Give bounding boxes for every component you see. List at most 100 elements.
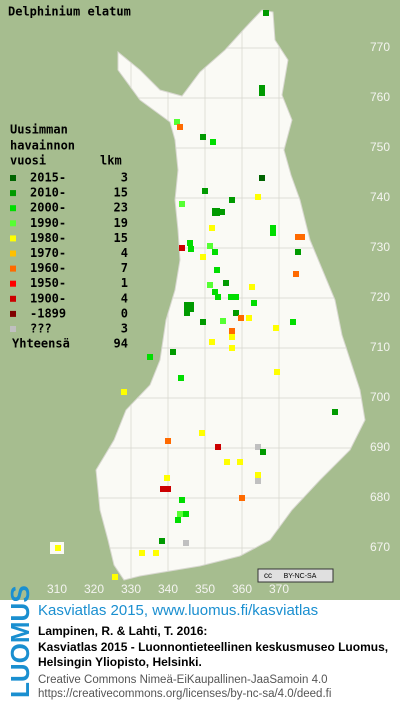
occurrence: [179, 497, 185, 503]
occurrence: [237, 459, 243, 465]
y-tick-label: 690: [370, 440, 390, 454]
legend-swatch: [10, 250, 16, 257]
occurrence: [159, 538, 165, 544]
occurrence: [175, 517, 181, 523]
legend-swatch: [10, 190, 16, 197]
legend-label: 1950-: [30, 276, 66, 290]
legend-count: 15: [114, 231, 128, 245]
logo: LUOMUS: [5, 585, 35, 698]
occurrence: [209, 339, 215, 345]
legend-swatch: [10, 310, 16, 317]
legend-label: 2000-: [30, 201, 66, 215]
legend-count: 3: [121, 171, 128, 185]
occurrence: [160, 486, 166, 492]
occurrence: [200, 319, 206, 325]
occurrence: [299, 234, 305, 240]
occurrence: [224, 459, 230, 465]
occurrence: [209, 225, 215, 231]
occurrence: [55, 545, 61, 551]
citation: Helsingin Yliopisto, Helsinki.: [38, 655, 202, 669]
legend-count: 3: [121, 322, 128, 336]
occurrence: [202, 188, 208, 194]
x-tick-label: 360: [232, 582, 252, 596]
y-tick-label: 720: [370, 290, 390, 304]
occurrence: [112, 574, 118, 580]
occurrence: [238, 315, 244, 321]
occurrence: [210, 139, 216, 145]
y-tick-label: 760: [370, 90, 390, 104]
legend-heading: Uusimman: [10, 123, 68, 137]
y-tick-label: 770: [370, 40, 390, 54]
y-tick-label: 700: [370, 390, 390, 404]
occurrence: [200, 134, 206, 140]
legend-count: 19: [114, 216, 128, 230]
occurrence: [295, 249, 301, 255]
legend-swatch: [10, 265, 16, 272]
legend-count: 7: [121, 261, 128, 275]
x-tick-label: 330: [121, 582, 141, 596]
legend-swatch: [10, 326, 16, 332]
occurrence: [259, 90, 265, 96]
occurrence: [139, 550, 145, 556]
legend-swatch: [10, 175, 16, 181]
occurrence: [259, 85, 265, 91]
occurrence: [251, 300, 257, 306]
legend-swatch: [10, 205, 16, 212]
occurrence: [215, 444, 221, 450]
occurrence: [214, 267, 220, 273]
x-tick-label: 350: [195, 582, 215, 596]
occurrence: [263, 10, 269, 16]
occurrence: [274, 369, 280, 375]
y-tick-label: 680: [370, 490, 390, 504]
occurrence: [220, 318, 226, 324]
occurrence: [178, 375, 184, 381]
legend-heading: havainnon: [10, 139, 75, 153]
legend-label: 1900-: [30, 291, 66, 305]
legend-count: 4: [121, 291, 128, 305]
license-badge: cc BY-NC-SA: [257, 568, 334, 583]
occurrence: [249, 284, 255, 290]
legend-label: 1960-: [30, 261, 66, 275]
legend-total-label: Yhteensä: [12, 337, 70, 351]
legend-label: 2015-: [30, 171, 66, 185]
legend-count: 15: [114, 186, 128, 200]
legend-column: vuosi: [10, 154, 46, 168]
y-tick-label: 670: [370, 540, 390, 554]
legend-count: 23: [114, 201, 128, 215]
occurrence: [199, 430, 205, 436]
legend-total: 94: [114, 337, 128, 351]
x-tick-label: 310: [47, 582, 67, 596]
citation: Kasviatlas 2015 - Luonnontieteellinen ke…: [38, 640, 388, 654]
legend-label: ???: [30, 322, 52, 336]
y-tick-label: 740: [370, 190, 390, 204]
legend-swatch: [10, 220, 16, 227]
occurrence: [270, 225, 276, 231]
legend-column: lkm: [100, 154, 122, 168]
occurrence: [233, 294, 239, 300]
occurrence: [223, 280, 229, 286]
occurrence: [212, 289, 218, 295]
y-tick-label: 710: [370, 340, 390, 354]
occurrence: [164, 475, 170, 481]
occurrence: [207, 243, 213, 249]
occurrence: [270, 230, 276, 236]
map-title: Delphinium elatum: [8, 5, 131, 19]
occurrence: [153, 550, 159, 556]
occurrence: [183, 511, 189, 517]
license: https://creativecommons.org/licenses/by-…: [38, 688, 331, 700]
occurrence: [121, 389, 127, 395]
occurrence: [184, 310, 190, 316]
occurrence: [183, 540, 189, 546]
occurrence: [207, 282, 213, 288]
occurrence: [177, 511, 183, 517]
occurrence: [295, 234, 301, 240]
occurrence: [239, 495, 245, 501]
occurrence: [177, 124, 183, 130]
occurrence: [147, 354, 153, 360]
occurrence: [246, 315, 252, 321]
occurrence: [179, 245, 185, 251]
occurrence: [293, 271, 299, 277]
occurrence: [170, 349, 176, 355]
y-tick-label: 730: [370, 240, 390, 254]
legend-count: 0: [121, 306, 128, 320]
